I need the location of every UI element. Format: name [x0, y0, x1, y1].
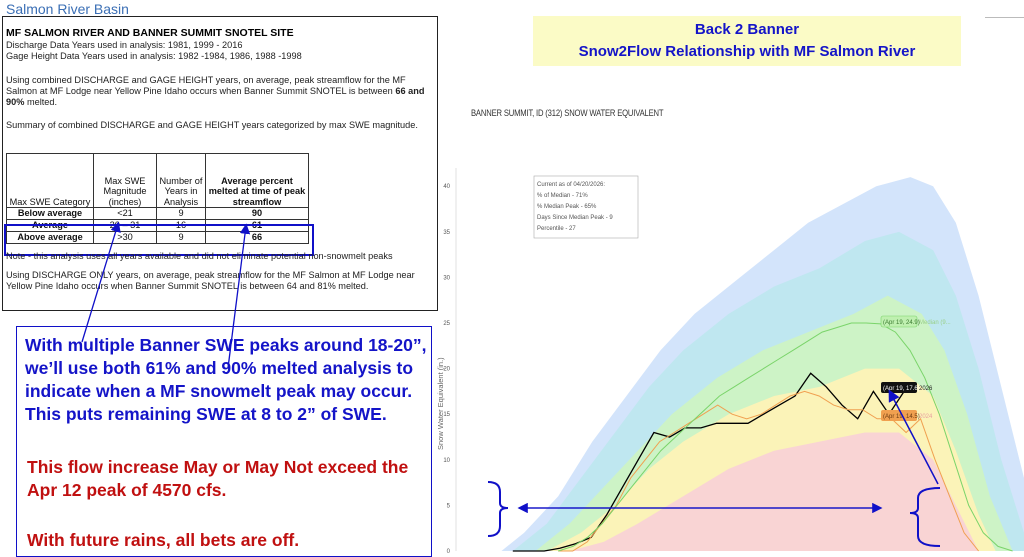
current-label: (Apr 19, 17.6)	[883, 386, 920, 392]
table-cell: <21	[93, 207, 157, 220]
table-header-cell: Max SWE Magnitude (inches)	[93, 153, 157, 208]
lower-band	[569, 432, 979, 551]
table-cell: Above average	[6, 231, 94, 244]
y-tick-label: 15	[443, 412, 450, 418]
stats-line: % Median Peak - 65%	[537, 204, 597, 210]
y-tick-label: 20	[443, 367, 450, 373]
y-tick-label: 40	[443, 184, 450, 190]
y-axis-label: Snow Water Equivalent (in.)	[436, 357, 445, 450]
para1-text-a: Using combined DISCHARGE and GAGE HEIGHT…	[6, 75, 406, 96]
swe-category-table: Max SWE Category Max SWE Magnitude (inch…	[6, 153, 309, 244]
stats-line: % of Median - 71%	[537, 193, 588, 199]
table-header-cell: Max SWE Category	[6, 153, 94, 208]
y-tick-label: 10	[443, 458, 450, 464]
para1-text-b: melted.	[24, 97, 58, 107]
y-tick-label: 25	[443, 321, 450, 327]
analysis-note: Note - this analysis uses all years avai…	[6, 251, 393, 261]
annotation-blue-text: With multiple Banner SWE peaks around 18…	[25, 335, 427, 424]
slide-subtitle: Snow2Flow Relationship with MF Salmon Ri…	[578, 43, 916, 60]
table-header-row: Max SWE Category Max SWE Magnitude (inch…	[6, 153, 309, 208]
stats-legend: Current as of 04/20/2026: % of Median - …	[533, 175, 639, 239]
stats-box-frame	[533, 175, 639, 239]
chart-title: BANNER SUMMIT, ID (312) SNOW WATER EQUIV…	[471, 108, 664, 118]
para1-bold: 66 and 90%	[6, 86, 425, 107]
median-label-suffix: Median (9...	[919, 320, 951, 326]
table-header-cell: Number of Years in Analysis	[156, 153, 206, 208]
discharge-years: Discharge Data Years used in analysis: 1…	[6, 40, 243, 50]
discharge-only-paragraph: Using DISCHARGE ONLY years, on average, …	[6, 270, 415, 291]
top-rule	[985, 17, 1024, 18]
site-title: MF SALMON RIVER AND BANNER SUMMIT SNOTEL…	[6, 27, 294, 39]
y-tick-label: 30	[443, 275, 450, 281]
slide-title: Back 2 Banner	[694, 21, 800, 38]
gage-years: Gage Height Data Years used in analysis:…	[6, 51, 302, 61]
table-cell: 90	[205, 207, 309, 220]
table-cell: Below average	[6, 207, 94, 220]
summary-paragraph: Summary of combined DISCHARGE and GAGE H…	[6, 120, 418, 130]
y-axis: 0 5 10 15 20 25 30 35 40	[443, 168, 457, 555]
stats-line: Days Since Median Peak - 9	[537, 215, 613, 221]
annotation-red-text: This flow increase May or May Not exceed…	[27, 457, 409, 500]
y-tick-label: 35	[443, 230, 450, 236]
year2024-label-suffix: 2024	[919, 414, 933, 420]
year2024-label: (Apr 19, 14.5)	[883, 414, 920, 420]
table-highlight-box	[4, 224, 314, 256]
stats-line: Percentile - 27	[537, 226, 576, 232]
stats-line: Current as of 04/20/2026:	[537, 182, 605, 188]
swe-chart: 0 5 10 15 20 25 30 35 40 Current as of 04/20/202…	[436, 168, 1024, 555]
annotation-rain-text: With future rains, all bets are off.	[27, 530, 300, 550]
median-label: (Apr 19, 24.9)	[883, 320, 920, 326]
table-row: Below average <21 9 90	[6, 207, 309, 220]
current-label-suffix: 2026	[919, 386, 933, 392]
y-tick-label: 0	[447, 549, 451, 555]
table-header-cell: Average percent melted at time of peak s…	[205, 153, 309, 208]
combined-analysis-paragraph: Using combined DISCHARGE and GAGE HEIGHT…	[6, 75, 432, 108]
table-cell: 9	[156, 207, 206, 220]
median-label-box	[880, 315, 918, 328]
basin-title: Salmon River Basin	[6, 1, 129, 17]
slide-title-box	[533, 16, 961, 66]
y-tick-label: 5	[447, 503, 451, 509]
